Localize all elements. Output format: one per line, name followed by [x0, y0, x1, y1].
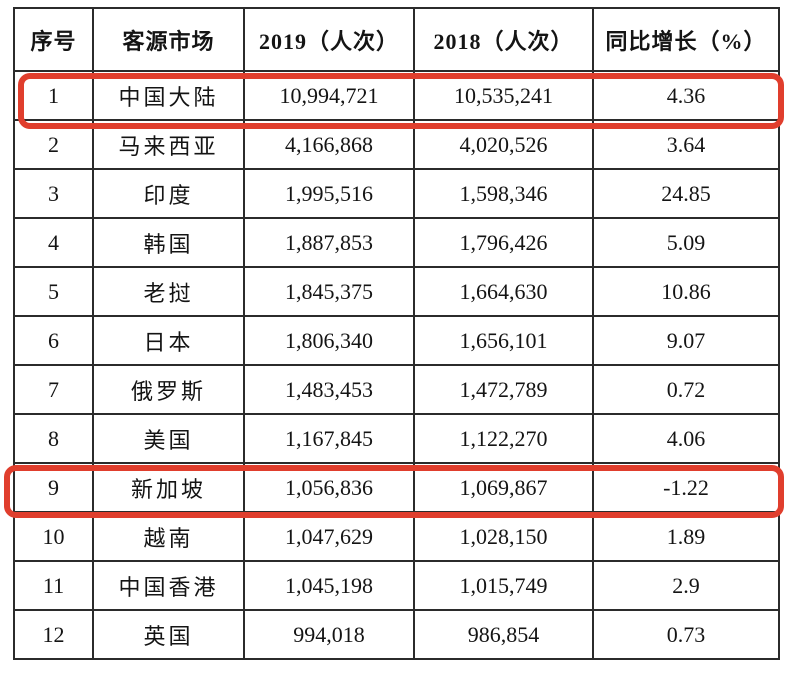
row-index-cell: 7 — [13, 364, 94, 415]
value-2018-cell: 1,472,789 — [413, 364, 594, 415]
value-2018-cell: 1,796,426 — [413, 217, 594, 268]
col-header-index: 序号 — [13, 7, 94, 72]
growth-percent-cell: 24.85 — [592, 168, 780, 219]
col-header-yoy-growth: 同比增长（%） — [592, 7, 780, 72]
row-index-cell: 10 — [13, 511, 94, 562]
market-name-cell: 韩国 — [92, 217, 245, 268]
growth-percent-cell: 9.07 — [592, 315, 780, 366]
growth-percent-cell: 4.06 — [592, 413, 780, 464]
row-index-cell: 5 — [13, 266, 94, 317]
growth-percent-cell: 0.72 — [592, 364, 780, 415]
market-name-cell: 中国香港 — [92, 560, 245, 611]
table-row: 5 老挝 1,845,375 1,664,630 10.86 — [13, 266, 780, 317]
market-name-cell: 新加坡 — [92, 462, 245, 513]
market-name-cell: 老挝 — [92, 266, 245, 317]
value-2018-cell: 1,664,630 — [413, 266, 594, 317]
row-index-cell: 11 — [13, 560, 94, 611]
tourist-source-market-table: 序号 客源市场 2019（人次） 2018（人次） 同比增长（%） 1 中国大陆 1… — [13, 7, 780, 660]
growth-percent-cell: 5.09 — [592, 217, 780, 268]
value-2019-cell: 1,167,845 — [243, 413, 415, 464]
row-index-cell: 12 — [13, 609, 94, 660]
value-2019-cell: 1,845,375 — [243, 266, 415, 317]
row-index-cell: 2 — [13, 119, 94, 170]
value-2018-cell: 1,069,867 — [413, 462, 594, 513]
growth-percent-cell: 1.89 — [592, 511, 780, 562]
table-row: 12 英国 994,018 986,854 0.73 — [13, 609, 780, 660]
market-name-cell: 美国 — [92, 413, 245, 464]
market-name-cell: 印度 — [92, 168, 245, 219]
market-name-cell: 中国大陆 — [92, 70, 245, 121]
market-name-cell: 越南 — [92, 511, 245, 562]
value-2019-cell: 4,166,868 — [243, 119, 415, 170]
growth-percent-cell: 4.36 — [592, 70, 780, 121]
value-2018-cell: 1,598,346 — [413, 168, 594, 219]
row-index-cell: 3 — [13, 168, 94, 219]
value-2019-cell: 1,045,198 — [243, 560, 415, 611]
value-2019-cell: 1,056,836 — [243, 462, 415, 513]
col-header-source-market: 客源市场 — [92, 7, 245, 72]
row-index-cell: 6 — [13, 315, 94, 366]
market-name-cell: 英国 — [92, 609, 245, 660]
table-row: 11 中国香港 1,045,198 1,015,749 2.9 — [13, 560, 780, 611]
col-header-2019-arrivals: 2019（人次） — [243, 7, 415, 72]
value-2018-cell: 1,028,150 — [413, 511, 594, 562]
value-2018-cell: 1,122,270 — [413, 413, 594, 464]
value-2019-cell: 1,887,853 — [243, 217, 415, 268]
value-2019-cell: 994,018 — [243, 609, 415, 660]
value-2019-cell: 1,995,516 — [243, 168, 415, 219]
col-header-2018-arrivals: 2018（人次） — [413, 7, 594, 72]
table-row: 4 韩国 1,887,853 1,796,426 5.09 — [13, 217, 780, 268]
growth-percent-cell: 3.64 — [592, 119, 780, 170]
growth-percent-cell: 10.86 — [592, 266, 780, 317]
row-index-cell: 4 — [13, 217, 94, 268]
row-index-cell: 8 — [13, 413, 94, 464]
market-name-cell: 马来西亚 — [92, 119, 245, 170]
value-2018-cell: 4,020,526 — [413, 119, 594, 170]
market-name-cell: 俄罗斯 — [92, 364, 245, 415]
table-row: 3 印度 1,995,516 1,598,346 24.85 — [13, 168, 780, 219]
table-row: 9 新加坡 1,056,836 1,069,867 -1.22 — [13, 462, 780, 513]
value-2018-cell: 986,854 — [413, 609, 594, 660]
table-row: 2 马来西亚 4,166,868 4,020,526 3.64 — [13, 119, 780, 170]
growth-percent-cell: 2.9 — [592, 560, 780, 611]
table-row: 10 越南 1,047,629 1,028,150 1.89 — [13, 511, 780, 562]
table-row: 7 俄罗斯 1,483,453 1,472,789 0.72 — [13, 364, 780, 415]
header-row: 序号 客源市场 2019（人次） 2018（人次） 同比增长（%） — [13, 7, 780, 72]
table-row: 1 中国大陆 10,994,721 10,535,241 4.36 — [13, 70, 780, 121]
value-2019-cell: 1,047,629 — [243, 511, 415, 562]
table-row: 8 美国 1,167,845 1,122,270 4.06 — [13, 413, 780, 464]
market-name-cell: 日本 — [92, 315, 245, 366]
row-index-cell: 9 — [13, 462, 94, 513]
value-2019-cell: 1,483,453 — [243, 364, 415, 415]
value-2019-cell: 10,994,721 — [243, 70, 415, 121]
value-2018-cell: 10,535,241 — [413, 70, 594, 121]
row-index-cell: 1 — [13, 70, 94, 121]
growth-percent-cell: 0.73 — [592, 609, 780, 660]
value-2019-cell: 1,806,340 — [243, 315, 415, 366]
growth-percent-cell: -1.22 — [592, 462, 780, 513]
value-2018-cell: 1,656,101 — [413, 315, 594, 366]
table-row: 6 日本 1,806,340 1,656,101 9.07 — [13, 315, 780, 366]
value-2018-cell: 1,015,749 — [413, 560, 594, 611]
